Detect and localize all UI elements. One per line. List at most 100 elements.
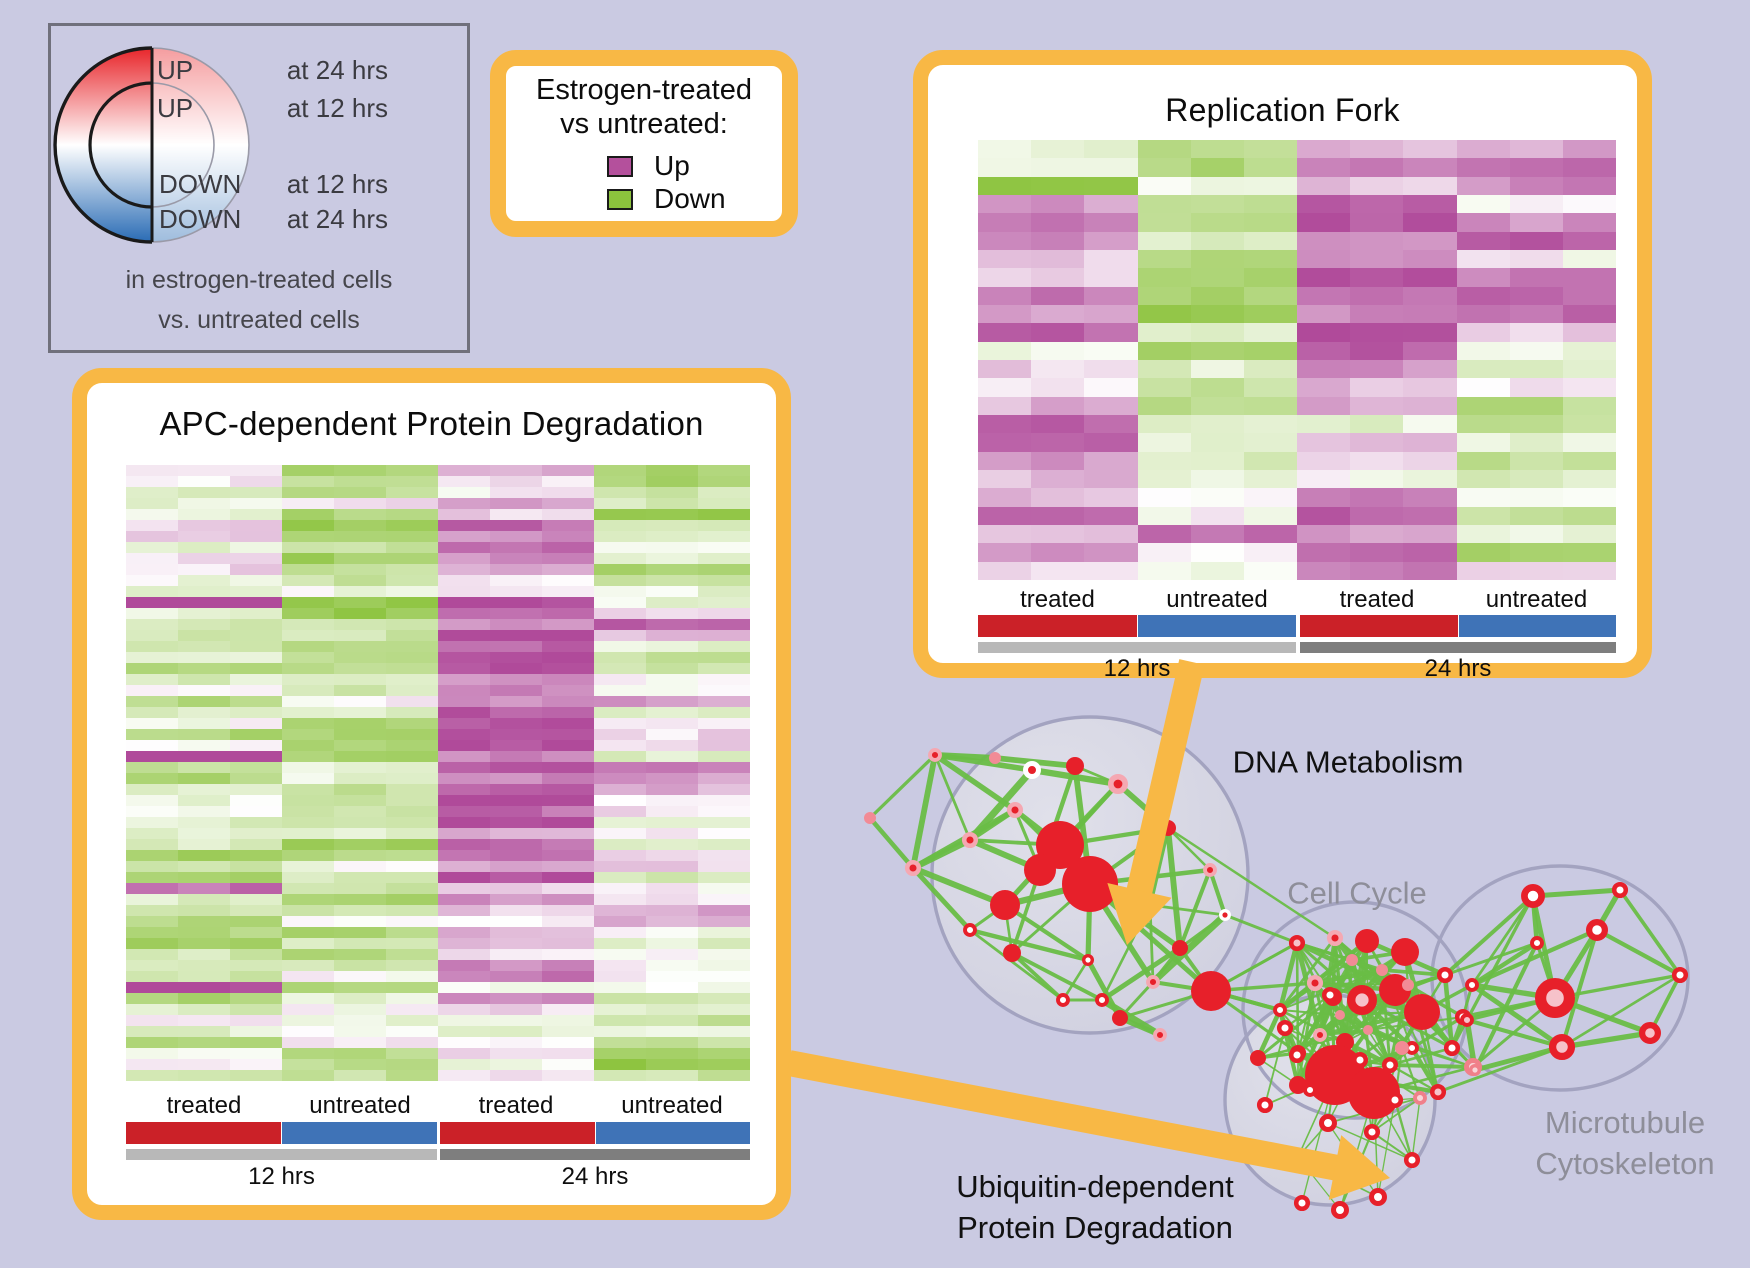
heatmap-cell [1350, 158, 1404, 177]
heatmap-cell [282, 1026, 334, 1037]
heatmap-cell [334, 982, 386, 993]
heatmap-cell [542, 927, 594, 938]
heatmap-cell [1509, 525, 1563, 544]
heatmap-cell [1243, 396, 1297, 415]
heatmap-cell [386, 597, 438, 608]
heatmap-cell [490, 993, 542, 1004]
heatmap-cell [1456, 525, 1510, 544]
inner-ring-left-outline [88, 81, 153, 209]
heatmap-cell [386, 839, 438, 850]
heatmap-cell [178, 718, 230, 729]
heatmap-cell [334, 509, 386, 520]
heatmap-cell [490, 905, 542, 916]
heatmap-cell [1350, 360, 1404, 379]
heatmap-cell [386, 674, 438, 685]
heatmap-cell [490, 982, 542, 993]
heatmap-cell [542, 949, 594, 960]
heatmap-cell [1403, 323, 1457, 342]
heatmap-cell [594, 894, 646, 905]
heatmap-cell [438, 619, 490, 630]
heatmap-cell [334, 773, 386, 784]
heatmap-cell [282, 1048, 334, 1059]
heatmap-cell [1403, 451, 1457, 470]
heatmap-cell [438, 564, 490, 575]
heatmap-cell [490, 564, 542, 575]
heatmap-cell [1509, 323, 1563, 342]
heatmap-cell [594, 817, 646, 828]
heatmap-cell [594, 971, 646, 982]
heatmap-cell [1190, 415, 1244, 434]
heatmap-cell [282, 476, 334, 487]
heatmap-cell [490, 872, 542, 883]
heatmap-cell [646, 1059, 698, 1070]
heatmap-cell [1562, 250, 1616, 269]
heatmap-cell [334, 740, 386, 751]
heatmap-cell [438, 773, 490, 784]
heatmap-cell [438, 850, 490, 861]
condition-bar-untreated-24h [596, 1122, 750, 1144]
heatmap-cell [490, 498, 542, 509]
heatmap-cell [646, 751, 698, 762]
heatmap-cell [386, 630, 438, 641]
updown-row-dir-3: DOWN [159, 204, 242, 234]
heatmap-cell [542, 784, 594, 795]
heatmap-cell [126, 894, 178, 905]
heatmap-cell [386, 1059, 438, 1070]
heatmap-cell [594, 729, 646, 740]
heatmap-cell [282, 729, 334, 740]
heatmap-cell [438, 674, 490, 685]
heatmap-cell [1509, 286, 1563, 305]
heatmap-cell [126, 1048, 178, 1059]
heatmap-cell [438, 949, 490, 960]
heatmap-cell [646, 927, 698, 938]
heatmap-cell [1562, 525, 1616, 544]
heatmap-cell [490, 630, 542, 641]
apc-group-label-1: untreated [309, 1092, 411, 1119]
time-bar-12h [978, 642, 1296, 653]
heatmap-cell [1350, 451, 1404, 470]
heatmap-cell [438, 685, 490, 696]
heatmap-cell [542, 982, 594, 993]
heatmap-cell [594, 586, 646, 597]
heatmap-cell [490, 685, 542, 696]
heatmap-cell [1509, 341, 1563, 360]
heatmap-cell [978, 140, 1032, 159]
heatmap-cell [438, 806, 490, 817]
heatmap-cell [1350, 378, 1404, 397]
heatmap-cell [178, 762, 230, 773]
heatmap-cell [1456, 433, 1510, 452]
heatmap-cell [1243, 305, 1297, 324]
heatmap-cell [230, 641, 282, 652]
heatmap-cell [178, 960, 230, 971]
updown-row-dir-1: UP [157, 93, 194, 123]
heatmap-cell [698, 960, 750, 971]
heatmap-cell [1403, 378, 1457, 397]
heatmap-cell [1456, 415, 1510, 434]
heatmap-cell [334, 828, 386, 839]
heatmap-cell [646, 465, 698, 476]
heatmap-cell [698, 795, 750, 806]
heatmap-cell [178, 619, 230, 630]
heatmap-cell [386, 729, 438, 740]
heatmap-cell [282, 575, 334, 586]
heatmap-cell [542, 619, 594, 630]
heatmap-cell [334, 1015, 386, 1026]
heatmap-cell [178, 608, 230, 619]
down-label: Down [654, 183, 726, 214]
heatmap-cell [594, 520, 646, 531]
heatmap-cell [178, 553, 230, 564]
heatmap-cell [698, 652, 750, 663]
heatmap-cell [698, 542, 750, 553]
heatmap-cell [978, 286, 1032, 305]
heatmap-cell [230, 619, 282, 630]
heatmap-cell [386, 641, 438, 652]
heatmap-cell [126, 465, 178, 476]
heatmap-cell [1562, 323, 1616, 342]
heatmap-cell [438, 993, 490, 1004]
heatmap-cell [230, 597, 282, 608]
heatmap-cell [646, 971, 698, 982]
heatmap-cell [386, 652, 438, 663]
heatmap-cell [126, 993, 178, 1004]
heatmap-cell [334, 597, 386, 608]
heatmap-cell [386, 938, 438, 949]
